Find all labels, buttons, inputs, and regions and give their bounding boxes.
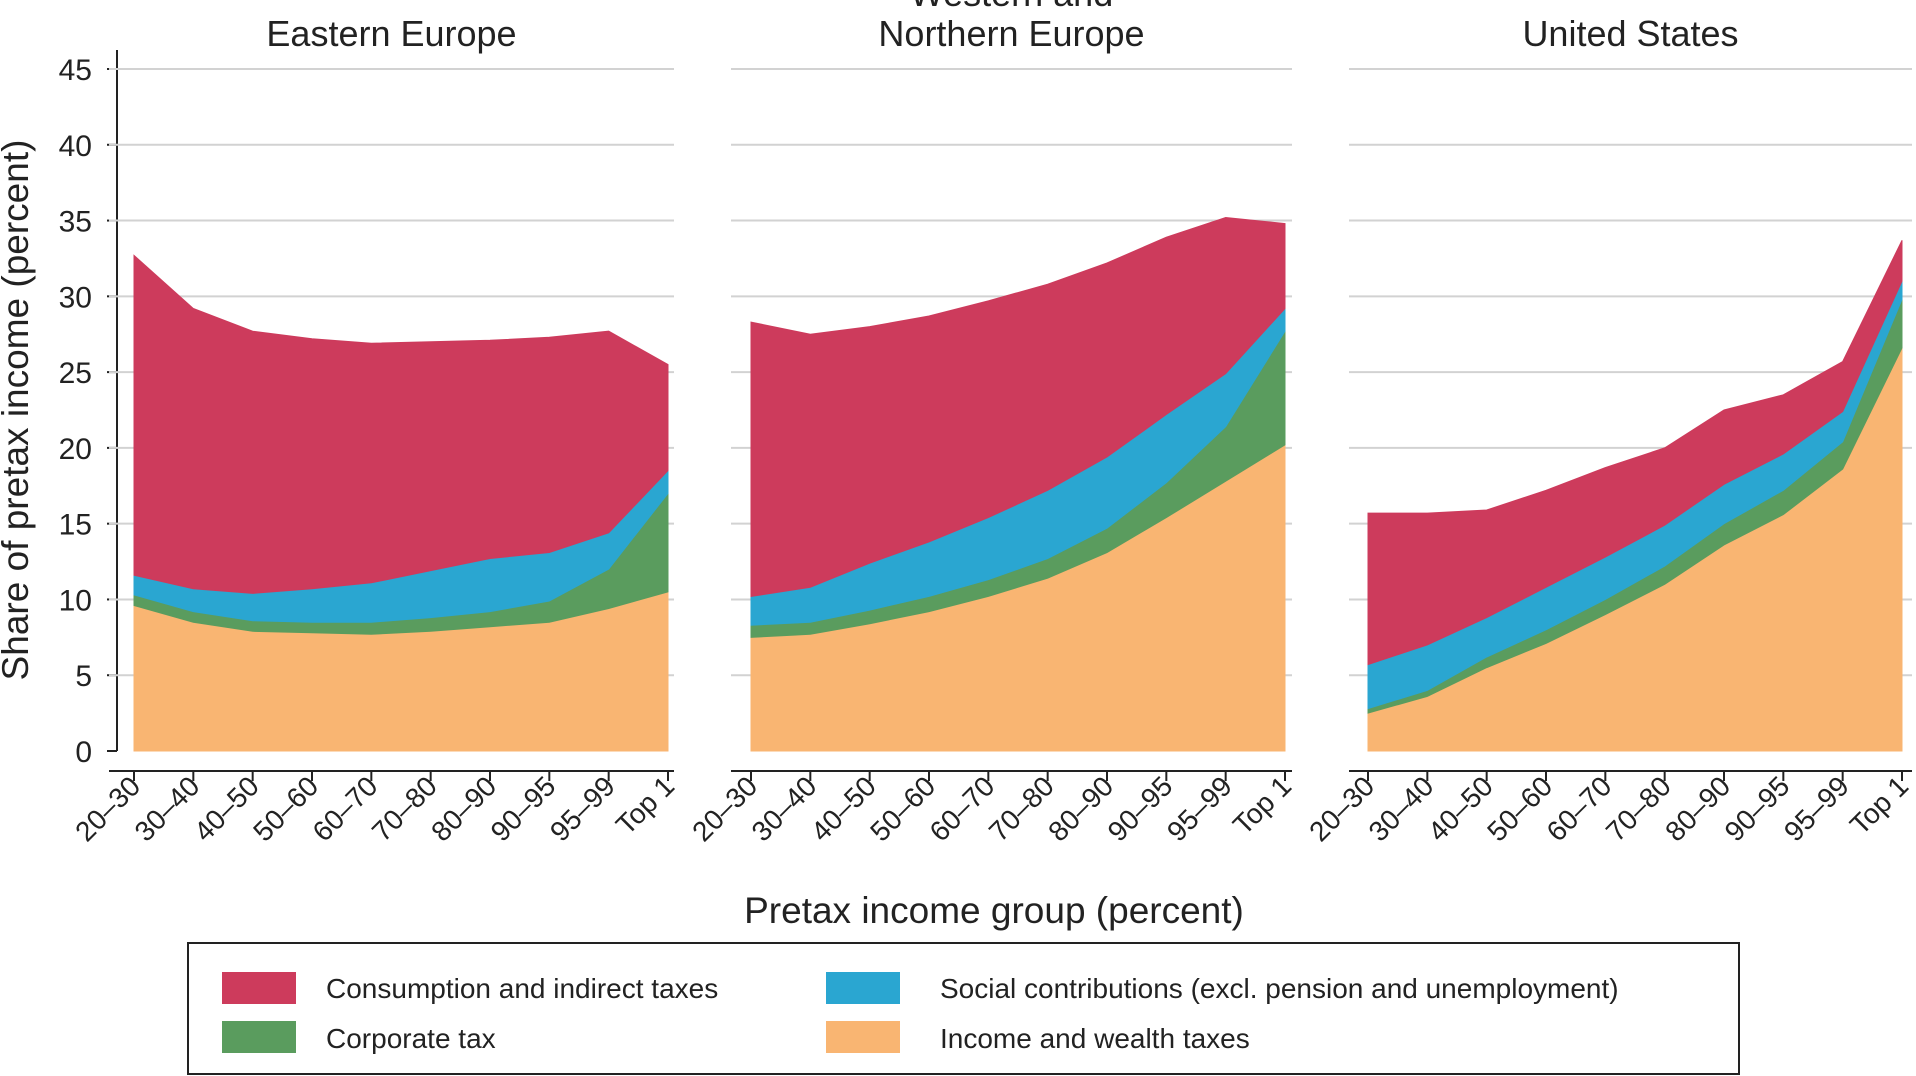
y-tick-label: 0 [75, 736, 92, 769]
x-tick-label: 20–30 [686, 770, 763, 847]
x-tick-label: 50–60 [247, 770, 324, 847]
x-tick-label: Top 1 [1227, 770, 1297, 840]
panel-title: Northern Europe [878, 13, 1144, 54]
legend-swatch-income [826, 1021, 900, 1053]
x-tick-label: 20–30 [69, 770, 146, 847]
x-tick-label: 50–60 [1481, 770, 1558, 847]
x-tick-label: 90–95 [1719, 770, 1796, 847]
y-tick-label: 45 [59, 54, 92, 87]
y-tick-label: 15 [59, 509, 92, 542]
x-tick-label: Top 1 [1844, 770, 1914, 840]
x-tick-label: 60–70 [307, 770, 384, 847]
x-tick-label: 80–90 [1042, 770, 1119, 847]
y-tick-label: 5 [75, 660, 92, 693]
legend: Consumption and indirect taxes Social co… [187, 942, 1740, 1075]
x-axis-title: Pretax income group (percent) [744, 890, 1244, 931]
x-tick-label: 80–90 [1659, 770, 1736, 847]
x-tick-label: 30–40 [1363, 770, 1440, 847]
y-tick-label: 35 [59, 206, 92, 239]
x-tick-label: 70–80 [366, 770, 443, 847]
x-tick-label: 40–50 [805, 770, 882, 847]
panel-3: 20–3030–4040–5050–6060–7070–8080–9090–95… [1303, 13, 1914, 847]
y-tick-label: 40 [59, 130, 92, 163]
area-consumption [133, 254, 669, 594]
panels-layer: 05101520253035404520–3030–4040–5050–6060… [59, 0, 1915, 847]
y-axis: 0 5 10 15 20 25 30 35 40 45 [59, 50, 118, 769]
area-consumption [1367, 240, 1903, 666]
x-tick-label: 50–60 [864, 770, 941, 847]
legend-frame [187, 942, 1740, 1075]
legend-swatch-corporate [222, 1021, 296, 1053]
y-tick-label: 20 [59, 433, 92, 466]
y-tick-label: 30 [59, 281, 92, 314]
x-tick-label: 95–99 [1778, 770, 1855, 847]
x-tick-label: 60–70 [924, 770, 1001, 847]
legend-swatch-social [826, 972, 900, 1004]
y-axis-title: Share of pretax income (percent) [0, 140, 36, 681]
x-tick-label: 30–40 [746, 770, 823, 847]
x-tick-label: 90–95 [1102, 770, 1179, 847]
x-tick-label: 80–90 [425, 770, 502, 847]
x-tick-label: 20–30 [1303, 770, 1380, 847]
x-tick-label: 60–70 [1541, 770, 1618, 847]
area-consumption [750, 216, 1286, 597]
legend-swatch-consumption [222, 972, 296, 1004]
panel-1: 20–3030–4040–5050–6060–7070–8080–9090–95… [69, 13, 680, 847]
panel-2: 20–3030–4040–5050–6060–7070–8080–9090–95… [686, 0, 1297, 847]
legend-label-consumption: Consumption and indirect taxes [326, 973, 718, 1004]
x-tick-label: 70–80 [983, 770, 1060, 847]
x-tick-label: 30–40 [129, 770, 206, 847]
x-tick-label: 70–80 [1600, 770, 1677, 847]
y-tick-label: 25 [59, 357, 92, 390]
x-tick-label: 95–99 [544, 770, 621, 847]
legend-label-income: Income and wealth taxes [940, 1023, 1250, 1054]
panel-title: Western and [910, 0, 1113, 14]
legend-label-corporate: Corporate tax [326, 1023, 496, 1054]
x-tick-label: 40–50 [1422, 770, 1499, 847]
legend-label-social: Social contributions (excl. pension and … [940, 973, 1619, 1004]
x-tick-label: 90–95 [485, 770, 562, 847]
y-tick-label: 10 [59, 584, 92, 617]
x-tick-label: 40–50 [188, 770, 265, 847]
panel-title: United States [1522, 13, 1738, 54]
x-tick-label: Top 1 [610, 770, 680, 840]
x-tick-label: 95–99 [1161, 770, 1238, 847]
panel-title: Eastern Europe [266, 13, 516, 54]
